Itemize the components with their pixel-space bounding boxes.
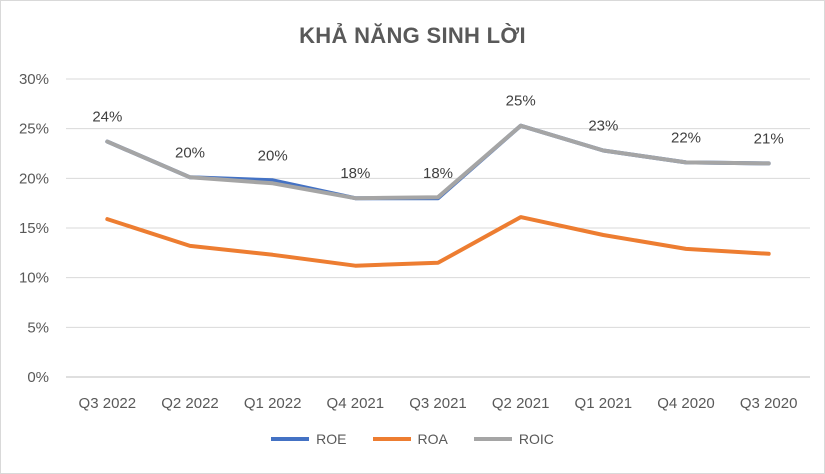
data-label: 22% — [671, 129, 701, 146]
data-label: 18% — [423, 165, 453, 182]
legend-item-roa: ROA — [372, 431, 448, 447]
legend-swatch — [473, 437, 512, 441]
x-tick-label: Q2 2022 — [161, 395, 219, 412]
y-tick-label: 20% — [19, 170, 49, 187]
y-tick-label: 5% — [27, 319, 49, 336]
x-tick-label: Q2 2021 — [492, 395, 550, 412]
y-tick-label: 30% — [19, 71, 49, 88]
legend-swatch — [271, 437, 310, 441]
chart-title: KHẢ NĂNG SINH LỜI — [299, 23, 526, 48]
data-label: 24% — [92, 109, 122, 126]
legend-item-roic: ROIC — [473, 431, 554, 447]
data-label: 18% — [340, 165, 370, 182]
y-tick-label: 25% — [19, 121, 49, 138]
legend-item-roe: ROE — [271, 431, 347, 447]
legend-label: ROE — [316, 431, 347, 447]
data-label: 20% — [175, 144, 205, 161]
y-tick-label: 10% — [19, 270, 49, 287]
x-tick-label: Q3 2021 — [409, 395, 467, 412]
data-label: 25% — [506, 93, 536, 110]
data-label: 23% — [588, 118, 618, 135]
legend: ROE ROA ROIC — [1, 431, 824, 447]
data-label: 20% — [258, 147, 288, 164]
series-line-roic — [105, 123, 771, 201]
y-tick-label: 0% — [27, 369, 49, 386]
y-tick-label: 15% — [19, 220, 49, 237]
x-tick-label: Q3 2022 — [79, 395, 137, 412]
legend-swatch — [372, 437, 411, 441]
x-tick-label: Q1 2022 — [244, 395, 302, 412]
legend-label: ROA — [417, 431, 448, 447]
data-label: 21% — [754, 130, 784, 147]
x-tick-label: Q4 2021 — [327, 395, 385, 412]
x-tick-label: Q1 2021 — [575, 395, 633, 412]
x-tick-label: Q4 2020 — [657, 395, 715, 412]
legend-label: ROIC — [518, 431, 554, 447]
x-tick-label: Q3 2020 — [740, 395, 798, 412]
series-line-roa — [105, 215, 771, 268]
